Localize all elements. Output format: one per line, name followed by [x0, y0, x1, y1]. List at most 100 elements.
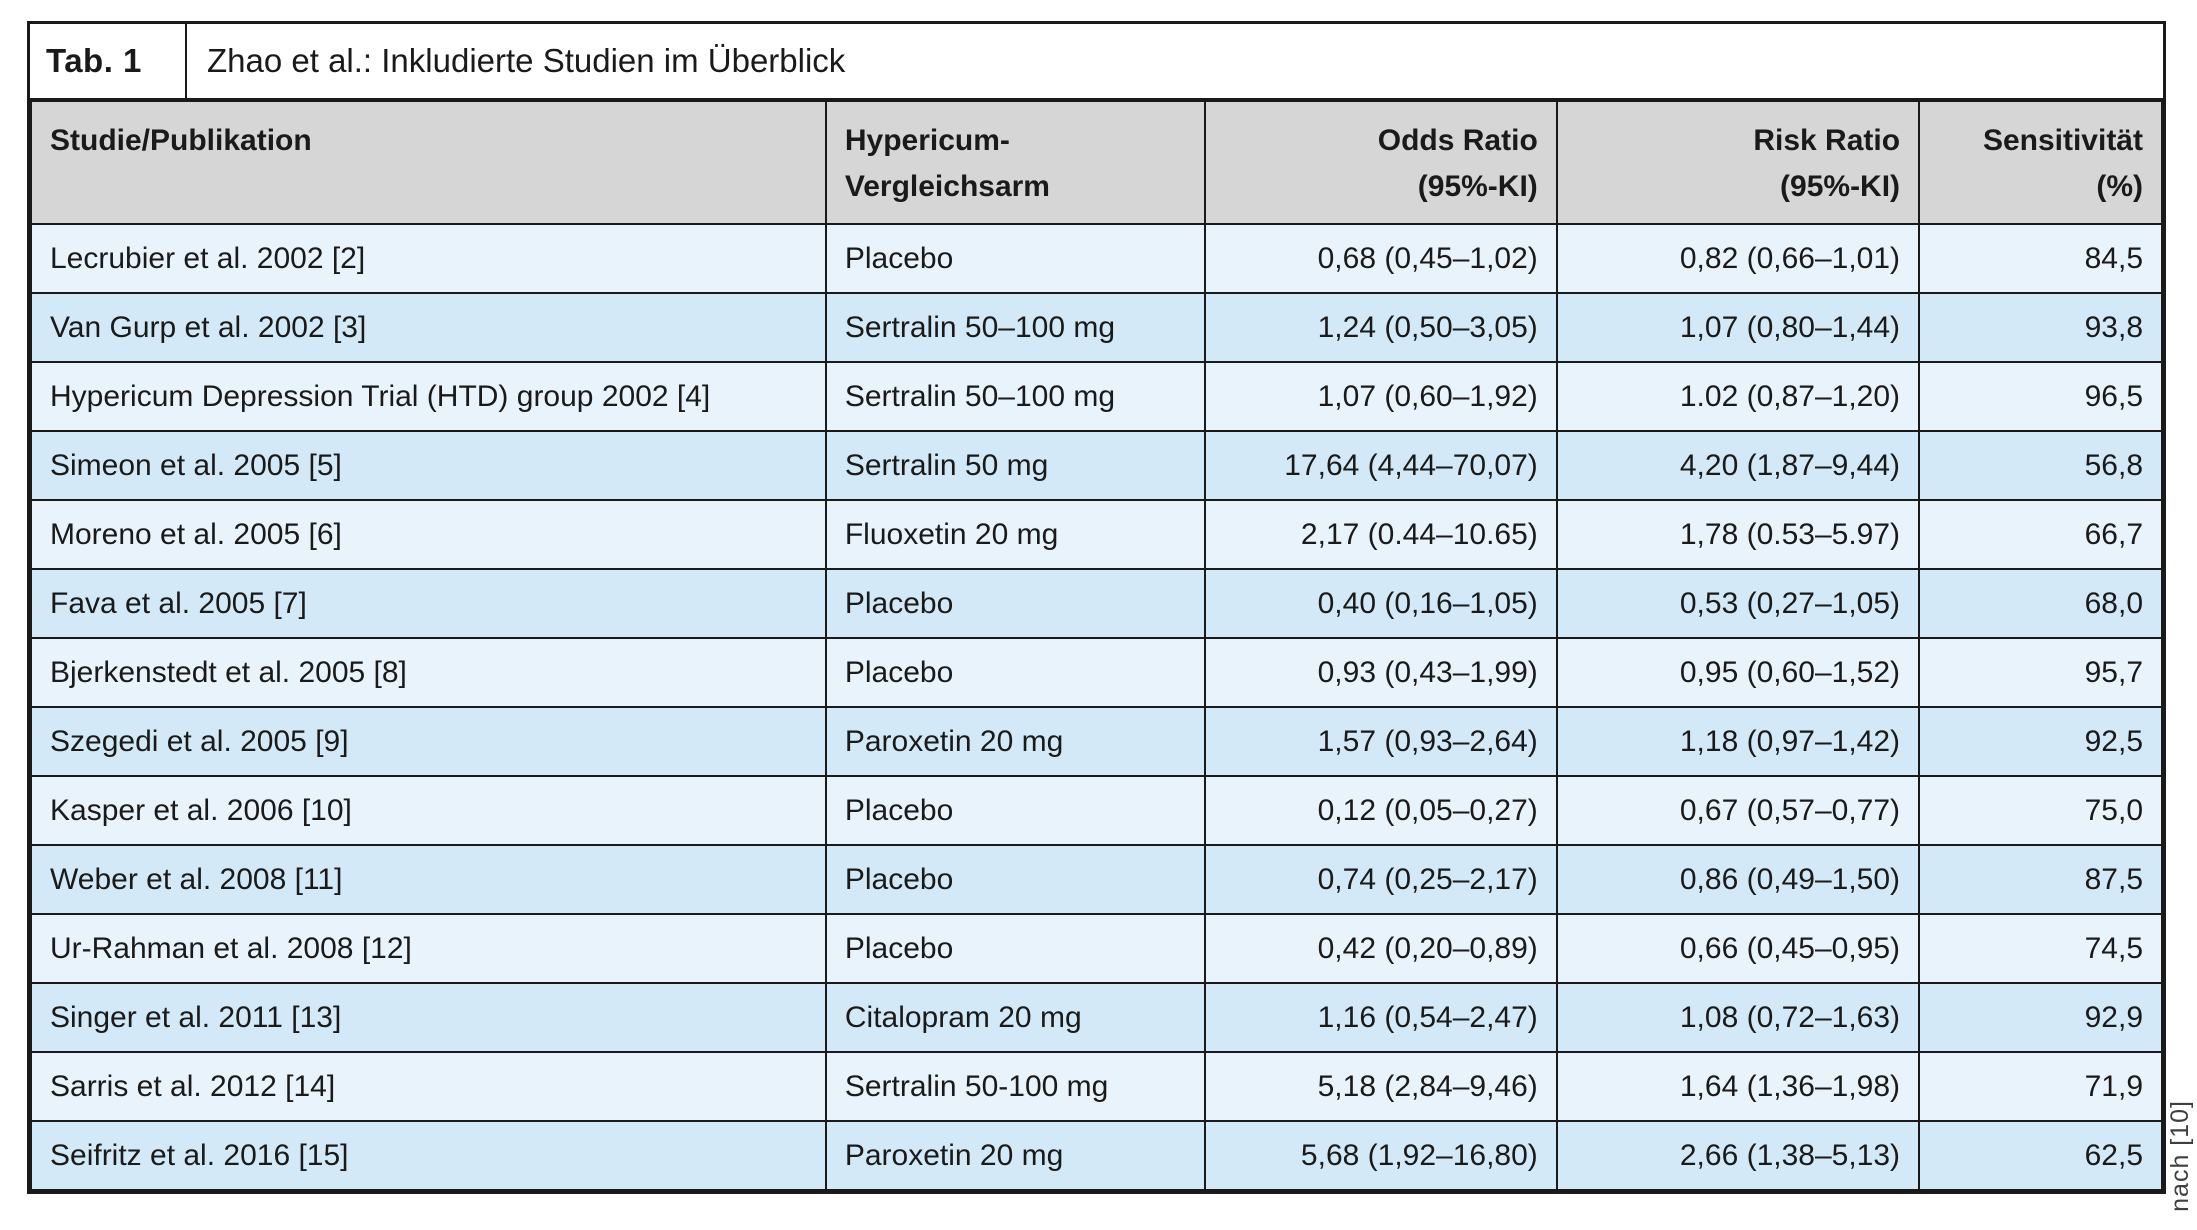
- header-line: (95%-KI): [1780, 169, 1901, 203]
- table-row: Singer et al. 2011 [13] Citalopram 20 mg…: [30, 982, 2163, 1054]
- odds-ratio-cell: 0,93 (0,43–1,99): [1204, 637, 1558, 709]
- comparator-cell: Fluoxetin 20 mg: [824, 499, 1207, 571]
- data-table: Studie/Publikation Hypericum- Vergleichs…: [30, 99, 2163, 1192]
- table-row: Hypericum Depression Trial (HTD) group 2…: [30, 361, 2163, 433]
- comparator-cell: Paroxetin 20 mg: [824, 1120, 1207, 1192]
- risk-ratio-cell: 1.02 (0,87–1,20): [1555, 361, 1921, 433]
- comparator-cell: Placebo: [824, 775, 1207, 847]
- sensitivity-cell: 68,0: [1918, 568, 2163, 640]
- odds-ratio-cell: 2,17 (0.44–10.65): [1204, 499, 1558, 571]
- sensitivity-cell: 75,0: [1918, 775, 2163, 847]
- sensitivity-cell: 71,9: [1918, 1051, 2163, 1123]
- column-header-risk-ratio: Risk Ratio (95%-KI): [1555, 99, 1921, 226]
- odds-ratio-cell: 1,57 (0,93–2,64): [1204, 706, 1558, 778]
- odds-ratio-cell: 0,12 (0,05–0,27): [1204, 775, 1558, 847]
- comparator-cell: Sertralin 50–100 mg: [824, 292, 1207, 364]
- study-cell: Simeon et al. 2005 [5]: [30, 430, 827, 502]
- source-note: nach [10]: [2166, 1100, 2194, 1212]
- study-cell: Kasper et al. 2006 [10]: [30, 775, 827, 847]
- risk-ratio-cell: 0,67 (0,57–0,77): [1555, 775, 1921, 847]
- study-table: Tab. 1 Zhao et al.: Inkludierte Studien …: [27, 21, 2166, 1195]
- comparator-cell: Placebo: [824, 637, 1207, 709]
- sensitivity-cell: 92,9: [1918, 982, 2163, 1054]
- table-row: Szegedi et al. 2005 [9] Paroxetin 20 mg …: [30, 706, 2163, 778]
- risk-ratio-cell: 1,78 (0.53–5.97): [1555, 499, 1921, 571]
- sensitivity-cell: 66,7: [1918, 499, 2163, 571]
- comparator-cell: Sertralin 50 mg: [824, 430, 1207, 502]
- header-line: Studie/Publikation: [50, 124, 312, 157]
- table-title: Zhao et al.: Inkludierte Studien im Über…: [207, 42, 846, 79]
- risk-ratio-cell: 0,95 (0,60–1,52): [1555, 637, 1921, 709]
- study-cell: Sarris et al. 2012 [14]: [30, 1051, 827, 1123]
- comparator-cell: Placebo: [824, 223, 1207, 295]
- comparator-cell: Sertralin 50–100 mg: [824, 361, 1207, 433]
- study-cell: Bjerkenstedt et al. 2005 [8]: [30, 637, 827, 709]
- comparator-cell: Placebo: [824, 568, 1207, 640]
- sensitivity-cell: 93,8: [1918, 292, 2163, 364]
- risk-ratio-cell: 1,07 (0,80–1,44): [1555, 292, 1921, 364]
- sensitivity-cell: 84,5: [1918, 223, 2163, 295]
- header-line: Odds Ratio: [1377, 124, 1538, 157]
- table-title-bar: Tab. 1 Zhao et al.: Inkludierte Studien …: [30, 24, 2163, 100]
- sensitivity-cell: 74,5: [1918, 913, 2163, 985]
- sensitivity-cell: 87,5: [1918, 844, 2163, 916]
- header-line: (%): [2096, 169, 2143, 203]
- table-tag: Tab. 1: [30, 24, 187, 98]
- sensitivity-cell: 96,5: [1918, 361, 2163, 433]
- table-row: Weber et al. 2008 [11] Placebo 0,74 (0,2…: [30, 844, 2163, 916]
- header-line: Sensitivität: [1982, 124, 2143, 157]
- header-line: Vergleichsarm: [844, 169, 1050, 203]
- sensitivity-cell: 56,8: [1918, 430, 2163, 502]
- risk-ratio-cell: 0,66 (0,45–0,95): [1555, 913, 1921, 985]
- table-row: Seifritz et al. 2016 [15] Paroxetin 20 m…: [30, 1120, 2163, 1192]
- odds-ratio-cell: 1,24 (0,50–3,05): [1204, 292, 1558, 364]
- header-line: Risk Ratio: [1753, 124, 1901, 157]
- comparator-cell: Placebo: [824, 913, 1207, 985]
- risk-ratio-cell: 0,86 (0,49–1,50): [1555, 844, 1921, 916]
- column-header-odds-ratio: Odds Ratio (95%-KI): [1204, 99, 1558, 226]
- odds-ratio-cell: 0,74 (0,25–2,17): [1204, 844, 1558, 916]
- comparator-cell: Placebo: [824, 844, 1207, 916]
- table-row: Kasper et al. 2006 [10] Placebo 0,12 (0,…: [30, 775, 2163, 847]
- risk-ratio-cell: 1,64 (1,36–1,98): [1555, 1051, 1921, 1123]
- table-row: Van Gurp et al. 2002 [3] Sertralin 50–10…: [30, 292, 2163, 364]
- study-cell: Ur-Rahman et al. 2008 [12]: [30, 913, 827, 985]
- column-header-study: Studie/Publikation: [30, 99, 827, 226]
- risk-ratio-cell: 0,82 (0,66–1,01): [1555, 223, 1921, 295]
- table-row: Sarris et al. 2012 [14] Sertralin 50-100…: [30, 1051, 2163, 1123]
- header-line: Hypericum-: [844, 124, 1010, 157]
- odds-ratio-cell: 1,07 (0,60–1,92): [1204, 361, 1558, 433]
- study-cell: Lecrubier et al. 2002 [2]: [30, 223, 827, 295]
- sensitivity-cell: 92,5: [1918, 706, 2163, 778]
- risk-ratio-cell: 2,66 (1,38–5,13): [1555, 1120, 1921, 1192]
- column-header-comparator: Hypericum- Vergleichsarm: [824, 99, 1207, 226]
- study-cell: Van Gurp et al. 2002 [3]: [30, 292, 827, 364]
- table-row: Bjerkenstedt et al. 2005 [8] Placebo 0,9…: [30, 637, 2163, 709]
- study-cell: Hypericum Depression Trial (HTD) group 2…: [30, 361, 827, 433]
- study-cell: Moreno et al. 2005 [6]: [30, 499, 827, 571]
- comparator-cell: Paroxetin 20 mg: [824, 706, 1207, 778]
- sensitivity-cell: 62,5: [1918, 1120, 2163, 1192]
- odds-ratio-cell: 5,18 (2,84–9,46): [1204, 1051, 1558, 1123]
- study-cell: Seifritz et al. 2016 [15]: [30, 1120, 827, 1192]
- header-line: (95%-KI): [1417, 169, 1538, 203]
- odds-ratio-cell: 0,40 (0,16–1,05): [1204, 568, 1558, 640]
- header-row: Studie/Publikation Hypericum- Vergleichs…: [30, 99, 2163, 226]
- table-row: Fava et al. 2005 [7] Placebo 0,40 (0,16–…: [30, 568, 2163, 640]
- study-cell: Singer et al. 2011 [13]: [30, 982, 827, 1054]
- risk-ratio-cell: 4,20 (1,87–9,44): [1555, 430, 1921, 502]
- odds-ratio-cell: 0,68 (0,45–1,02): [1204, 223, 1558, 295]
- column-header-sensitivity: Sensitivität (%): [1918, 99, 2163, 226]
- comparator-cell: Citalopram 20 mg: [824, 982, 1207, 1054]
- study-cell: Weber et al. 2008 [11]: [30, 844, 827, 916]
- comparator-cell: Sertralin 50-100 mg: [824, 1051, 1207, 1123]
- table-row: Ur-Rahman et al. 2008 [12] Placebo 0,42 …: [30, 913, 2163, 985]
- study-cell: Szegedi et al. 2005 [9]: [30, 706, 827, 778]
- risk-ratio-cell: 1,08 (0,72–1,63): [1555, 982, 1921, 1054]
- risk-ratio-cell: 0,53 (0,27–1,05): [1555, 568, 1921, 640]
- table-row: Lecrubier et al. 2002 [2] Placebo 0,68 (…: [30, 223, 2163, 295]
- sensitivity-cell: 95,7: [1918, 637, 2163, 709]
- study-cell: Fava et al. 2005 [7]: [30, 568, 827, 640]
- odds-ratio-cell: 17,64 (4,44–70,07): [1204, 430, 1558, 502]
